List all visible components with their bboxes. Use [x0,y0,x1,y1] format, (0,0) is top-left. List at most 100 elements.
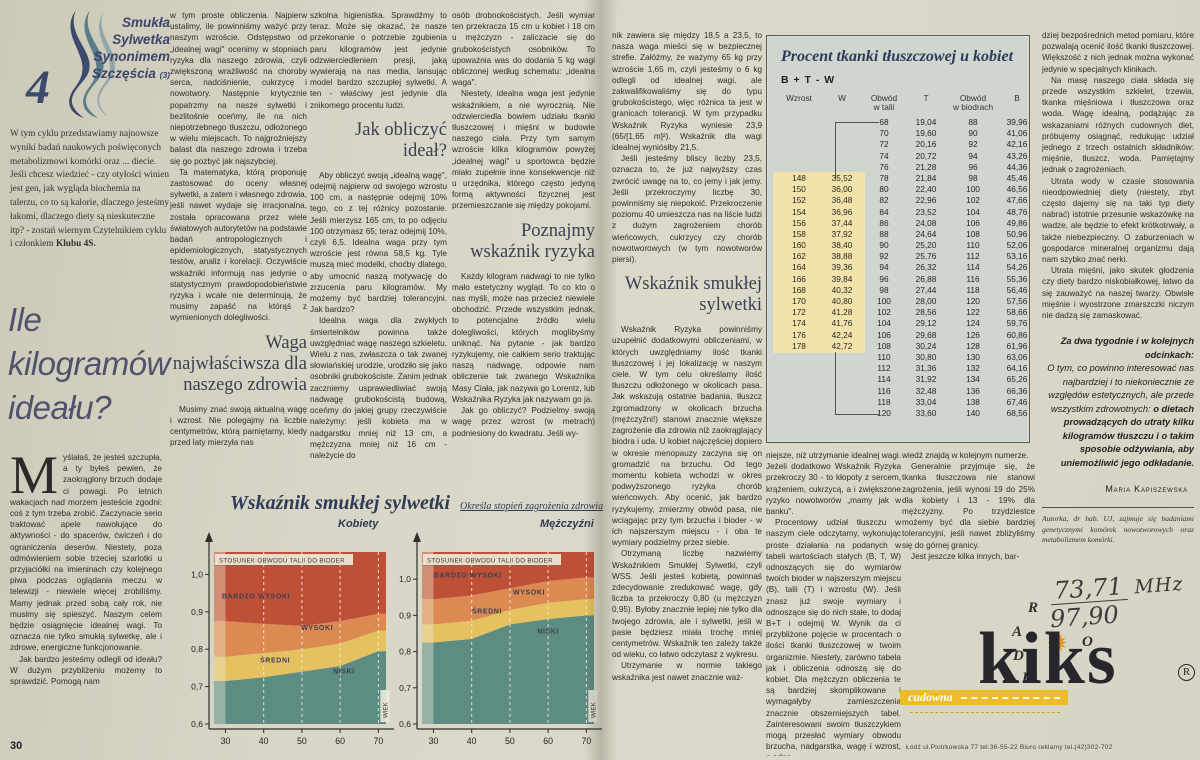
table-cell: 67,46 [1006,396,1028,407]
table-cell: 170 [792,296,806,306]
series-intro: W tym cyklu przedstawiamy najnowsze wyni… [10,128,170,296]
teaser-body: O tym, co powinno interesować nas najbar… [1047,363,1194,414]
table-cell: 162 [792,251,806,262]
table-cell: 90 [879,240,889,251]
svg-text:1,0: 1,0 [191,569,203,579]
body-column-6: niejsze, niż utrzymanie idealnej wagi. J… [766,450,901,756]
table-cell: 43,26 [1006,150,1028,161]
table-cell: 112 [966,251,980,262]
table-cell [821,363,863,374]
table-cell [821,374,863,385]
table-cell: 86 [879,217,889,228]
table-cell: 164 [792,262,806,273]
table-cell: 53,16 [1006,251,1028,262]
table-cell: 25,76 [915,251,937,262]
table-cell [777,139,821,150]
chart-panel-kobiety: STOSUNEK OBWODU TALII DO BIODER BARDZO WY… [188,518,406,760]
chart-panel-mezczyzni: STOSUNEK OBWODU TALII DO BIODER BARDZO WY… [396,518,614,760]
chart-wss: Wskaźnik smukłej sylwetki Określa stopień… [188,492,614,760]
svg-text:40: 40 [259,736,269,746]
svg-text:70: 70 [581,736,591,746]
table-cell: 47,66 [1006,195,1028,206]
table-row: 150 36,00 80 22,40 100 46,56 [777,184,1027,195]
table-cell: 110 [877,351,891,362]
table-cell [821,386,863,397]
table-cell: 50,96 [1006,228,1028,239]
svg-text:30: 30 [221,736,231,746]
table-cell: 41,06 [1006,128,1028,139]
table-cell: 108 [877,340,891,351]
table-cell [821,151,863,162]
table-row: 154 36,96 84 23,52 104 48,76 [777,207,1027,218]
table-cell: 52,06 [1006,240,1028,251]
series-title-line: Synonimem [93,49,170,64]
svg-text:0,9: 0,9 [399,610,411,620]
table-row: 160 38,40 90 25,20 110 52,06 [777,240,1027,251]
table-cell: 116 [877,385,891,396]
table-title: Procent tkanki tłuszczowej u kobiet [781,48,1014,65]
table-cell: 114 [877,374,891,385]
table-cell: 100 [966,184,980,195]
table-cell: 40,32 [831,284,853,295]
table-cell: 42,16 [1006,139,1028,150]
body-column-5: nik zawiera się między 18,5 a 23,5, to n… [612,30,762,756]
table-cell: 160 [792,240,806,251]
paragraph: Jest jeszcze kilka innych, bar- [911,551,1020,561]
table-cell: 154 [792,206,806,217]
table-cell: 104 [966,206,980,217]
radio-letter-d: D [1013,648,1024,664]
table-cell: 88 [879,228,889,239]
table-cell: 152 [792,195,806,206]
paragraph: dziej bezpośrednich metod pomiaru, które… [1042,31,1194,74]
table-cell: 96 [968,161,978,172]
table-row: 74 20,72 94 43,26 [777,151,1027,162]
table-cell: 96 [879,273,889,284]
table-cell [777,151,821,162]
svg-text:WYSOKI: WYSOKI [301,625,333,632]
svg-text:0,9: 0,9 [191,607,203,617]
table-cell: 38,88 [831,251,853,262]
table-cell: 33,60 [915,407,937,418]
table-cell: 21,28 [915,161,937,172]
sun-icon: ✹ [1046,628,1068,658]
table-row: 68 19,04 88 39,96 [777,117,1027,128]
table-cell [777,117,821,128]
svg-text:BARDZO WYSOKI: BARDZO WYSOKI [222,594,290,601]
subhead-waga: Waga najwłaściwsza dla naszego zdrowia [172,332,307,395]
paragraph: Utrata wody w czasie stosowania nieodpow… [1042,176,1194,265]
table-cell [777,128,821,139]
series-number: 4 [26,61,50,114]
table-cell: 148 [792,172,806,183]
table-cell [777,363,821,374]
paragraph: Aby obliczyć swoją „idealną wagę", odejm… [310,170,447,315]
table-row: 162 38,88 92 25,76 112 53,16 [777,251,1027,262]
table-cell: 25,20 [915,240,937,251]
svg-text:0,8: 0,8 [191,644,203,654]
panel-title-kobiety: Kobiety [338,518,379,530]
paragraph: nik zawiera się między 18,5 a 23,5, to n… [612,31,762,153]
table-cell: 39,36 [831,262,853,273]
table-cell: 76 [879,161,889,172]
svg-text:30: 30 [429,736,439,746]
table-cell: 22,96 [915,195,937,206]
table-row: 120 33,60 140 68,56 [777,408,1027,419]
table-cell: 138 [966,396,980,407]
table-column-header: B [1014,93,1020,103]
svg-text:0,7: 0,7 [399,683,411,693]
table-row: 76 21,28 96 44,36 [777,162,1027,173]
table-cell: 158 [792,228,806,239]
series-badge: 4 Smukła Sylwetka Synonimem Szczęścia (3… [18,8,170,126]
table-row: 114 31,92 134 65,26 [777,374,1027,385]
table-cell: 68 [879,117,889,127]
table-cell [821,139,863,150]
table-row: 110 30,80 130 63,06 [777,352,1027,363]
table-cell: 37,44 [831,217,853,228]
table-cell: 118 [966,284,980,295]
subhead-wskaznik-ryzyka: Poznajmy wskaźnik ryzyka [470,220,595,262]
table-cell: 57,56 [1006,296,1028,306]
table-row: 70 19,60 90 41,06 [777,128,1027,139]
table-cell: 120 [877,407,891,418]
table-row: 174 41,76 104 29,12 124 59,76 [777,318,1027,329]
registered-mark: R [1178,664,1195,681]
table-row: 148 35,52 78 21,84 98 45,46 [777,173,1027,184]
